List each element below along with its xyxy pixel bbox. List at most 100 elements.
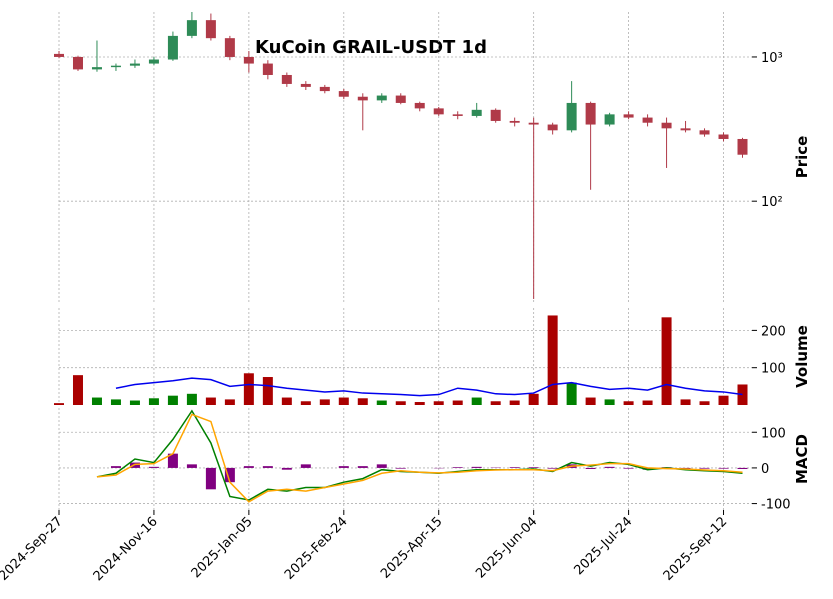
volume-bar	[509, 400, 520, 405]
macd-hist	[167, 453, 178, 468]
macd-hist	[471, 466, 482, 468]
candle-body	[395, 95, 406, 103]
volume-bar	[623, 401, 634, 405]
volume-bar	[718, 395, 729, 405]
macd-hist	[110, 466, 121, 468]
candle-body	[167, 35, 178, 60]
candle-body	[91, 67, 102, 70]
macd-hist	[129, 462, 140, 468]
volume-ma	[115, 377, 743, 397]
candle-body	[661, 122, 672, 129]
volume-bar	[452, 400, 463, 405]
y-tick-label: 100	[761, 362, 786, 377]
macd-line	[96, 409, 743, 501]
volume-bar	[129, 400, 140, 405]
candle-body	[642, 117, 653, 123]
candle-body	[376, 95, 387, 101]
y-axis-label: MACD	[793, 434, 811, 484]
macd-hist	[300, 464, 311, 468]
y-tick-label: 0	[761, 462, 769, 477]
candle-body	[205, 20, 216, 39]
volume-bar	[414, 402, 425, 405]
candle-body	[547, 124, 558, 131]
volume-bar	[205, 397, 216, 405]
volume-bar	[300, 401, 311, 405]
volume-bar	[224, 399, 235, 405]
volume-bar	[661, 317, 672, 405]
volume-bar	[376, 400, 387, 405]
candle-body	[262, 63, 273, 75]
macd-hist	[604, 466, 615, 468]
volume-bar	[54, 403, 64, 405]
macd-hist	[148, 466, 159, 468]
volume-bar	[281, 397, 292, 405]
candle-body	[680, 128, 691, 131]
macd-hist	[243, 466, 254, 468]
volume-bar	[243, 373, 254, 405]
x-tick-label: 2025-Sep-12	[661, 514, 731, 584]
y-tick-label: 100	[761, 426, 786, 441]
macd-hist	[224, 467, 235, 483]
volume-bar	[186, 393, 197, 405]
volume-bar	[338, 397, 349, 405]
chart-title: KuCoin GRAIL-USDT 1d	[255, 37, 487, 58]
candle-body	[338, 91, 349, 97]
volume-bar	[471, 397, 482, 405]
candle-body	[623, 114, 634, 118]
y-tick-label: 10²	[761, 195, 783, 210]
volume-bar	[585, 397, 596, 405]
candle-body	[186, 20, 197, 36]
volume-bar	[72, 375, 83, 405]
volume-bar	[167, 395, 178, 405]
candle-body	[357, 96, 368, 101]
volume-bar	[262, 377, 273, 405]
y-tick-label: -100	[761, 498, 791, 513]
candle-body	[319, 86, 330, 92]
candle-body	[243, 56, 254, 64]
y-axis-label: Volume	[793, 325, 811, 388]
candle-body	[433, 108, 444, 115]
volume-bar	[110, 399, 121, 405]
macd-hist	[357, 466, 368, 468]
macd-hist	[585, 467, 596, 469]
x-tick-label: 2024-Nov-16	[91, 514, 161, 584]
x-tick-label: 2025-Jul-24	[571, 514, 635, 578]
x-tick-label: 2025-Jun-04	[473, 514, 540, 581]
x-tick-label: 2025-Jan-05	[189, 514, 256, 581]
candle-body	[148, 59, 159, 64]
candle-body	[281, 74, 292, 84]
x-tick-label: 2025-Feb-24	[282, 514, 351, 583]
candle-body	[54, 53, 64, 57]
candle-body	[604, 114, 615, 125]
macd-hist	[737, 467, 748, 469]
volume-bar	[319, 399, 330, 405]
macd-hist	[547, 467, 558, 469]
candle-body	[471, 109, 482, 116]
candle-body	[718, 134, 729, 139]
volume-bar	[148, 398, 159, 405]
macd-hist	[452, 467, 463, 468]
macd-hist	[623, 467, 634, 469]
candle-body	[509, 120, 520, 123]
candle-body	[110, 65, 121, 68]
macd-hist	[718, 467, 729, 469]
volume-bar	[604, 399, 615, 405]
macd-hist	[642, 467, 653, 470]
volume-bar	[528, 393, 539, 405]
volume-bar	[566, 382, 577, 405]
candle-body	[566, 102, 577, 131]
macd-hist	[699, 467, 710, 469]
candle-body	[129, 63, 140, 66]
candle-body	[414, 102, 425, 109]
candle-body	[452, 114, 463, 116]
volume-bar	[433, 401, 444, 405]
candle-body	[585, 102, 596, 125]
macd-hist	[509, 467, 520, 468]
candle-body	[737, 138, 748, 155]
macd-hist	[395, 467, 406, 469]
x-tick-label: 2024-Sep-27	[0, 514, 66, 584]
volume-bar	[490, 401, 501, 405]
candle-body	[72, 56, 83, 70]
volume-bar	[680, 399, 691, 405]
